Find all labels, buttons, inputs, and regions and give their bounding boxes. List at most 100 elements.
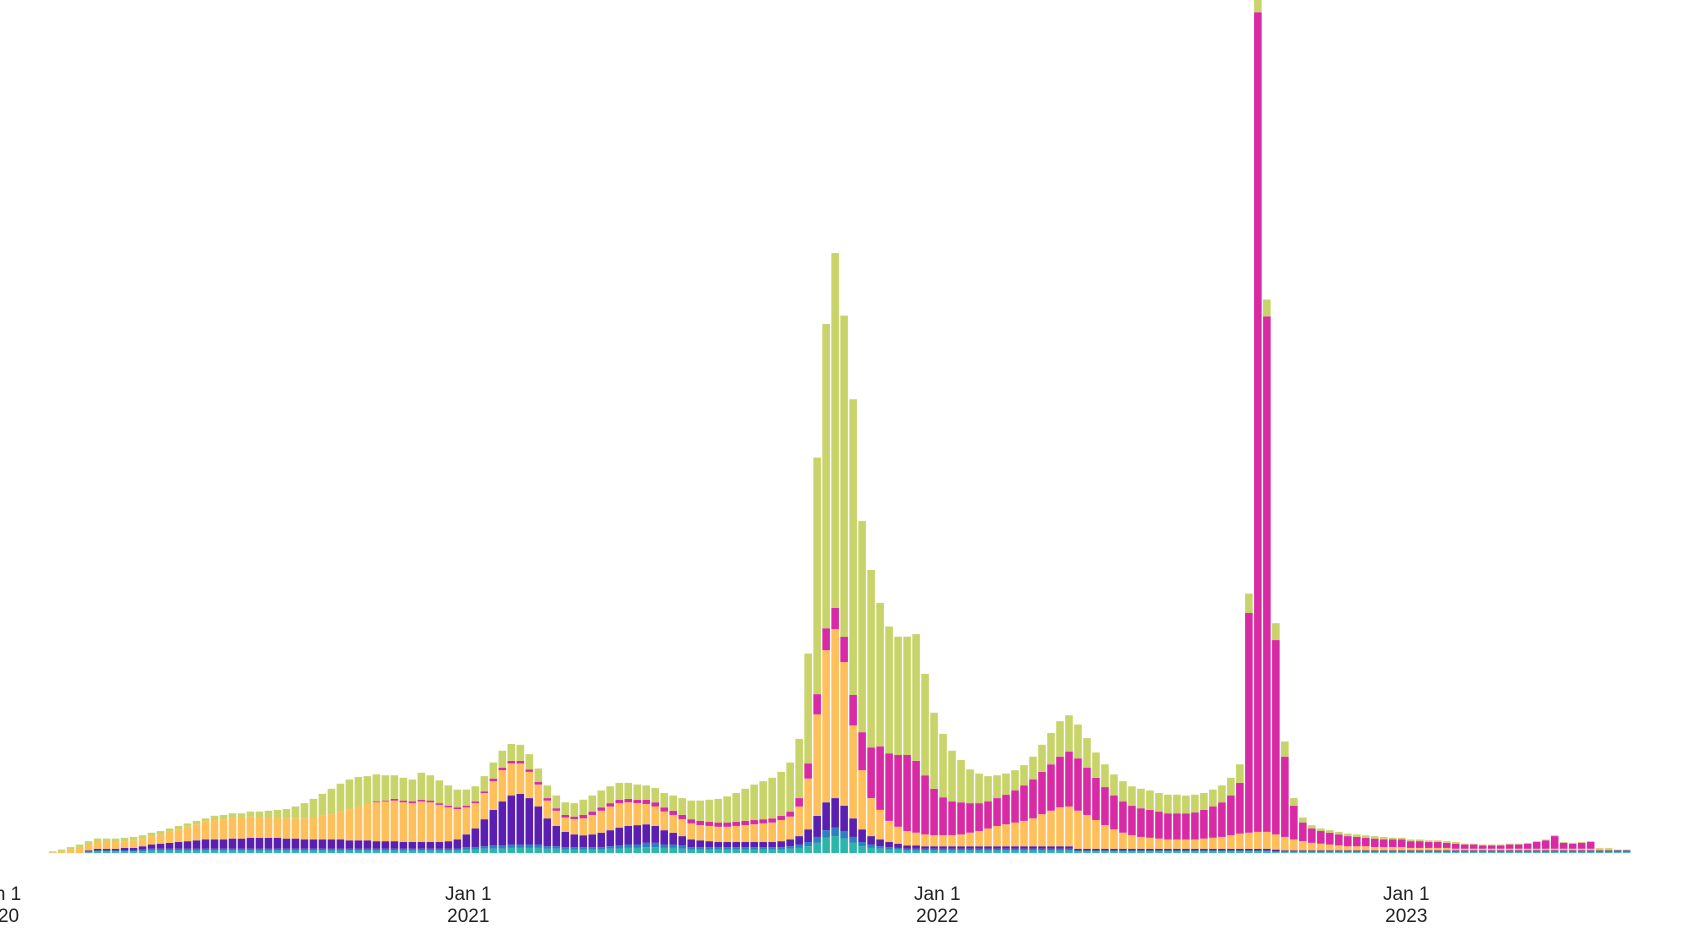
bar-segment (1505, 844, 1514, 849)
bar-segment (489, 778, 498, 782)
bar-segment (1487, 844, 1496, 846)
bar-segment (1218, 851, 1226, 853)
bar-segment (318, 815, 327, 840)
bar-segment (1164, 813, 1172, 840)
bar-segment (1380, 851, 1388, 853)
bar-segment (336, 850, 345, 854)
bar-segment (219, 814, 228, 820)
bar-segment (408, 850, 417, 854)
bar-segment (1011, 848, 1019, 851)
bar-segment (534, 806, 543, 845)
bar-segment (255, 837, 264, 849)
bar-segment (1056, 807, 1064, 847)
bar-segment (498, 848, 507, 853)
bar-segment (858, 520, 866, 733)
bar-segment (948, 850, 956, 854)
bar-segment (1433, 851, 1442, 853)
bar-segment (1083, 848, 1091, 851)
bar-segment (1371, 851, 1379, 853)
bar-segment (345, 779, 354, 810)
bar-segment (552, 795, 561, 809)
bar-segment (1011, 822, 1019, 847)
bar-segment (561, 817, 570, 832)
bar-segment (1505, 851, 1514, 853)
bar-segment (849, 399, 857, 695)
bar-segment (894, 843, 902, 848)
bar-segment (75, 844, 84, 848)
bar-segment (831, 607, 839, 630)
bar-segment (1011, 790, 1019, 823)
bar-segment (1604, 851, 1613, 853)
bar-segment (489, 845, 498, 849)
bar-segment (1182, 813, 1190, 840)
bar-segment (687, 800, 696, 820)
bar-segment (1577, 851, 1586, 853)
bar-segment (1173, 851, 1181, 853)
bar-segment (795, 844, 803, 848)
bar-segment (1586, 851, 1595, 853)
bar-segment (399, 850, 408, 854)
bar-segment (984, 846, 992, 849)
bar-segment (552, 810, 561, 826)
bar-segment (1272, 640, 1280, 835)
bar-segment (723, 847, 731, 850)
bar-segment (1389, 839, 1397, 848)
bar-segment (1487, 850, 1496, 852)
bar-segment (1344, 846, 1352, 851)
bar-segment (93, 848, 102, 851)
bar-segment (1245, 593, 1253, 614)
bar-segment (309, 798, 318, 818)
bar-segment (687, 849, 696, 853)
bar-segment (1101, 851, 1109, 853)
bar-segment (1290, 805, 1298, 840)
bar-segment (1595, 848, 1604, 851)
bar-segment (1469, 852, 1478, 853)
bar-segment (417, 772, 426, 800)
bar-segment (687, 819, 696, 824)
bar-segment (723, 822, 731, 827)
bar-segment (840, 838, 848, 853)
bar-segment (939, 835, 947, 847)
bar-segment (1586, 852, 1595, 853)
bar-segment (642, 824, 651, 843)
bar-segment (1371, 850, 1379, 852)
bar-segment (903, 850, 911, 854)
bar-segment (1173, 848, 1181, 851)
bar-segment (345, 840, 354, 849)
bar-segment (138, 846, 147, 850)
bar-segment (552, 848, 561, 853)
bar-segment (1523, 851, 1532, 853)
bar-segment (1029, 756, 1037, 780)
bar-segment (300, 818, 309, 840)
bar-segment (1451, 851, 1460, 853)
bar-segment (1137, 808, 1145, 837)
bar-segment (381, 800, 390, 802)
bar-segment (1047, 846, 1055, 849)
bar-segment (732, 847, 740, 850)
bar-segment (615, 799, 624, 804)
bar-segment (462, 807, 471, 835)
bar-segment (993, 825, 1001, 847)
bar-segment (237, 817, 246, 839)
bar-segment (831, 629, 839, 799)
bar-segment (921, 673, 929, 776)
x-tick-label-line1: Jan 1 (1383, 884, 1429, 905)
bar-segment (1460, 843, 1469, 845)
bar-segment (867, 847, 875, 853)
bar-segment (588, 849, 597, 853)
bar-segment (1101, 850, 1109, 852)
bar-segment (1460, 850, 1469, 852)
bar-segment (984, 776, 992, 802)
bar-segment (732, 821, 740, 826)
bar-segment (867, 747, 875, 799)
bar-segment (1389, 852, 1397, 853)
bar-segment (804, 842, 812, 847)
bar-segment (84, 851, 93, 853)
bar-segment (1227, 795, 1235, 836)
bar-segment (147, 836, 156, 845)
bar-segment (840, 805, 848, 832)
bar-segment (129, 847, 138, 851)
bar-segment (615, 782, 624, 800)
bar-segment (372, 848, 381, 851)
bar-segment (381, 801, 390, 842)
